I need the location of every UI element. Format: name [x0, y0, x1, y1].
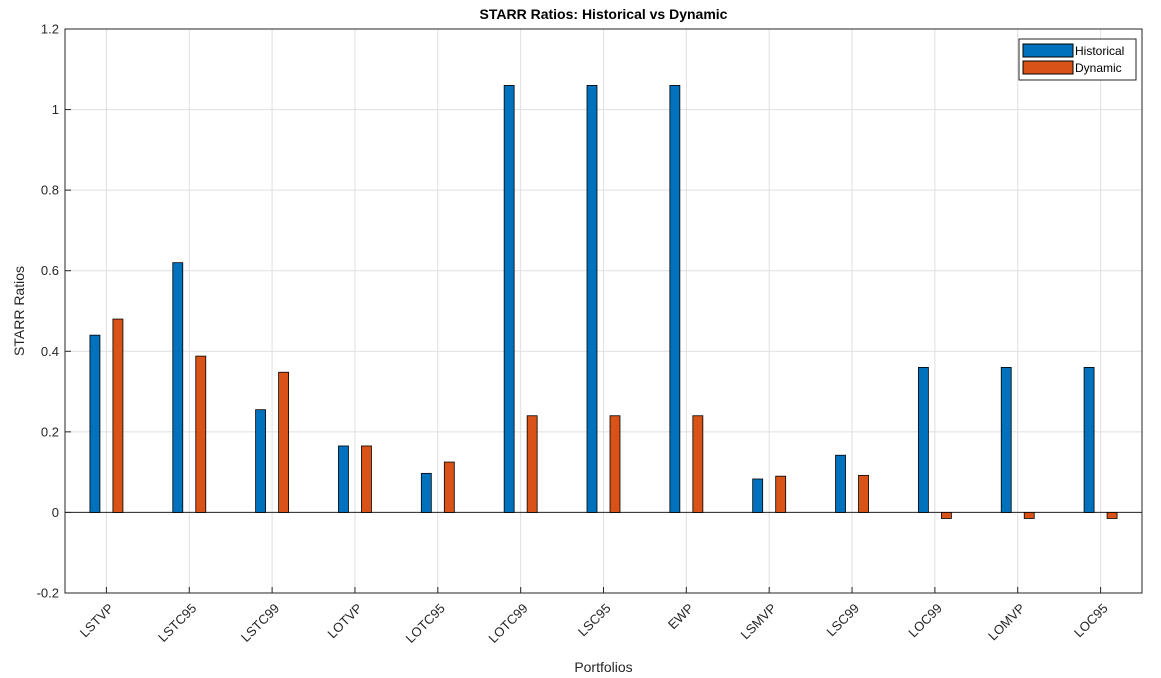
y-tick-label: 0.4: [41, 344, 59, 359]
y-tick-label: 1.2: [41, 22, 59, 37]
bar-dynamic-lotc95: [443, 461, 455, 513]
bar-historical-loc95: [1083, 366, 1095, 513]
y-tick-label: 1: [52, 102, 59, 117]
bar-dynamic-lsc95: [609, 415, 621, 513]
bar-historical-loc99: [917, 366, 929, 513]
y-tick-label: -0.2: [37, 586, 59, 601]
x-tick-label: LOTC99: [485, 601, 530, 646]
bar-historical-lsc99: [835, 454, 846, 513]
legend-swatch-dynamic: [1022, 60, 1074, 75]
bar-historical-lotc95: [420, 472, 432, 513]
bar-dynamic-lotc99: [526, 415, 538, 513]
bar-historical-lotvp: [338, 445, 349, 513]
bar-historical-lstvp: [89, 334, 101, 513]
bar-dynamic-ewp: [692, 415, 704, 513]
bar-dynamic-loc95: [1106, 512, 1118, 519]
y-axis-label: STARR Ratios: [11, 266, 27, 356]
x-tick-label: LSTC99: [238, 601, 282, 645]
x-tick-label: LSC99: [823, 601, 862, 640]
legend-label-historical: Historical: [1075, 44, 1124, 58]
bar-dynamic-lotvp: [361, 445, 372, 513]
x-tick-label: LOC95: [1071, 601, 1111, 641]
bar-historical-lsc95: [586, 85, 598, 513]
bar-historical-lotc99: [503, 85, 515, 513]
grid-lines: [65, 28, 1142, 594]
x-tick-label: LOTVP: [324, 601, 365, 642]
x-tick-label: LOTC95: [403, 601, 448, 646]
y-tick-label: 0.2: [41, 424, 59, 439]
bar-dynamic-loc99: [940, 512, 952, 519]
y-tick-label: 0.6: [41, 263, 59, 278]
x-tick-label: LSC95: [575, 601, 614, 640]
bar-dynamic-lstc95: [195, 355, 207, 513]
bar-dynamic-lstvp: [112, 318, 124, 513]
bar-dynamic-lsmvp: [775, 475, 787, 513]
legend-label-dynamic: Dynamic: [1075, 61, 1122, 75]
x-tick-label: LSTVP: [77, 601, 117, 641]
x-tick-label: LOC99: [905, 601, 945, 641]
bar-dynamic-lsc99: [858, 474, 869, 513]
bar-dynamic-lstc99: [278, 371, 290, 513]
bar-dynamic-lomvp: [1023, 512, 1035, 519]
ticks-group: -0.2 0 0.2 0.4 0.6 0.8 1 1.2 LSTVP LSTC95 LSTC99 LO…: [37, 22, 1111, 646]
chart-title: STARR Ratios: Historical vs Dynamic: [480, 6, 728, 22]
legend-swatch-historical: [1022, 43, 1074, 58]
x-axis-label: Portfolios: [574, 659, 632, 675]
bar-historical-lstc95: [172, 262, 184, 513]
bar-historical-lstc99: [255, 409, 267, 513]
legend: Historical Dynamic: [1018, 38, 1137, 81]
bar-historical-ewp: [669, 85, 681, 513]
bars-group: [89, 85, 1118, 519]
x-tick-label: LSMVP: [738, 601, 780, 643]
y-tick-label: 0: [52, 505, 59, 520]
bar-historical-lsmvp: [752, 478, 764, 513]
x-tick-label: LOMVP: [985, 601, 1028, 644]
y-tick-label: 0.8: [41, 183, 59, 198]
x-tick-label: EWP: [665, 601, 697, 633]
x-tick-label: LSTC95: [155, 601, 199, 645]
bar-historical-lomvp: [1000, 366, 1012, 513]
